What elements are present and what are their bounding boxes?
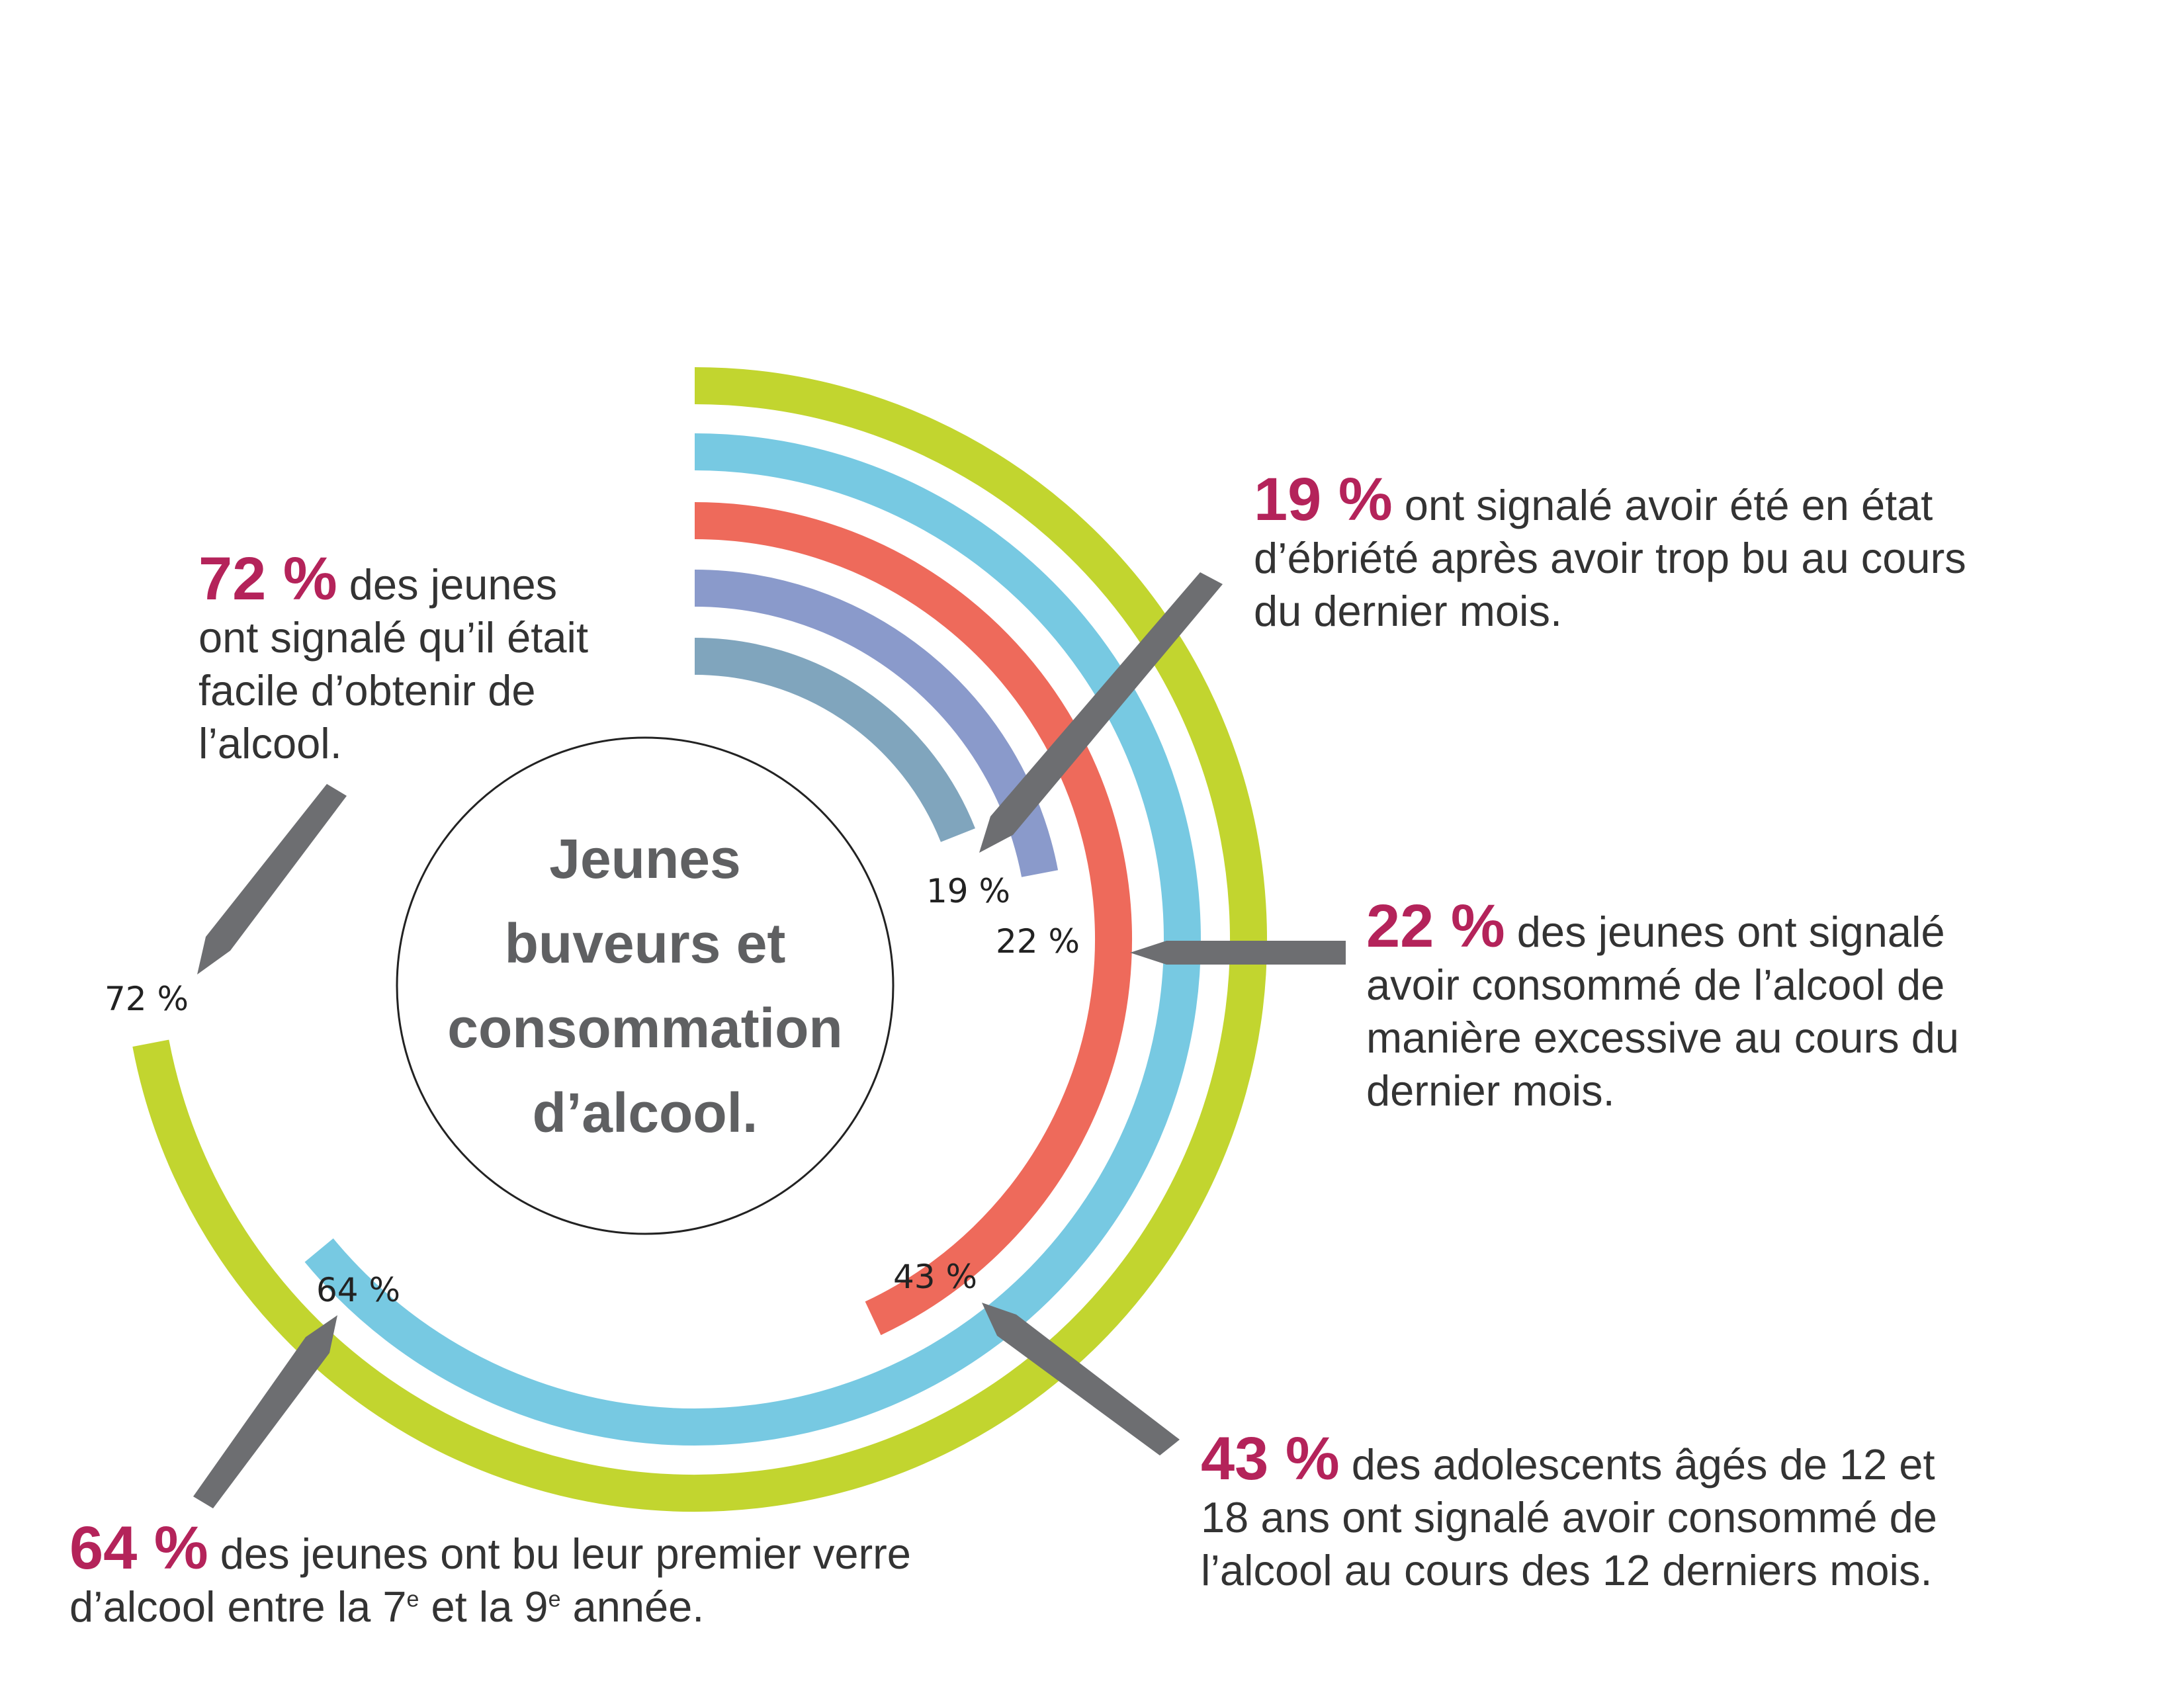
callout-64-line-2: d’alcool entre la 7e et la 9e année. [69,1580,911,1633]
callout-22-line-1: des jeunes ont signalé [1516,908,1945,956]
ring-label-64: 64 % [316,1271,401,1309]
callout-43-line-1: des adolescents âgés de 12 et [1351,1440,1935,1489]
arrow-72 [197,784,347,974]
callout-64: 64 % des jeunes ont bu leur premier verr… [69,1518,911,1633]
ring-bar-72 [132,367,1267,1512]
title-line-1: Jeunes [549,828,741,890]
ring-label-19: 19 % [926,872,1011,910]
ring-bar-19 [694,638,975,842]
callout-64-line-2-pre: d’alcool entre la 7 [69,1582,407,1631]
callout-43-pct: 43 % [1201,1425,1340,1492]
callout-19-line-2: d’ébriété après avoir trop bu au cours [1254,534,1966,582]
rings [132,367,1267,1512]
title-line-3: consommation [447,997,843,1059]
callout-22-line-2: avoir consommé de l’alcool de [1366,961,1945,1009]
chart-title: Jeunes buveurs et consommation d’alcool. [430,828,860,1144]
ring-label-72: 72 % [105,980,189,1018]
arrow-64 [193,1315,337,1508]
callout-22: 22 % des jeunes ont signalé avoir consom… [1366,896,1960,1117]
callout-arrows [193,572,1346,1508]
callout-64-sup-2: e [548,1586,561,1612]
callout-64-line-1: des jeunes ont bu leur premier verre [220,1530,911,1578]
arrow-43 [982,1303,1180,1455]
callout-72-line-1: des jeunes [349,560,558,609]
center-circle [396,736,895,1235]
callout-72-line-4: l’alcool. [198,719,342,767]
callout-64-line-2-post: année. [560,1582,705,1631]
callout-19-pct: 19 % [1254,466,1393,533]
callout-22-line-3: manière excessive au cours du [1366,1014,1960,1062]
callout-72-pct: 72 % [198,545,337,613]
ring-label-43: 43 % [893,1258,978,1296]
callout-43: 43 % des adolescents âgés de 12 et 18 an… [1201,1428,1937,1597]
callout-22-line-4: dernier mois. [1366,1066,1615,1115]
title-line-4: d’alcool. [532,1082,758,1144]
ring-bar-64 [304,433,1201,1446]
callout-43-line-2: 18 ans ont signalé avoir consommé de [1201,1493,1937,1541]
callout-22-pct: 22 % [1366,892,1505,960]
callout-64-sup-1: e [406,1586,419,1612]
ring-bar-43 [694,502,1132,1336]
arrow-19 [979,572,1223,853]
arrow-22 [1130,941,1346,965]
callout-43-line-3: l’alcool au cours des 12 derniers mois. [1201,1546,1933,1594]
ring-label-22: 22 % [996,922,1080,961]
callout-64-pct: 64 % [69,1514,208,1582]
callout-72: 72 % des jeunes ont signalé qu’il était … [198,548,588,770]
callout-72-line-3: facile d’obtenir de [198,666,536,714]
callout-64-line-2-mid: et la 9 [419,1582,548,1631]
title-line-2: buveurs et [504,912,786,974]
callout-72-line-2: ont signalé qu’il était [198,613,588,662]
callout-19-line-3: du dernier mois. [1254,587,1563,635]
callout-19-line-1: ont signalé avoir été en état [1404,481,1933,529]
callout-19: 19 % ont signalé avoir été en état d’ébr… [1254,469,1966,638]
